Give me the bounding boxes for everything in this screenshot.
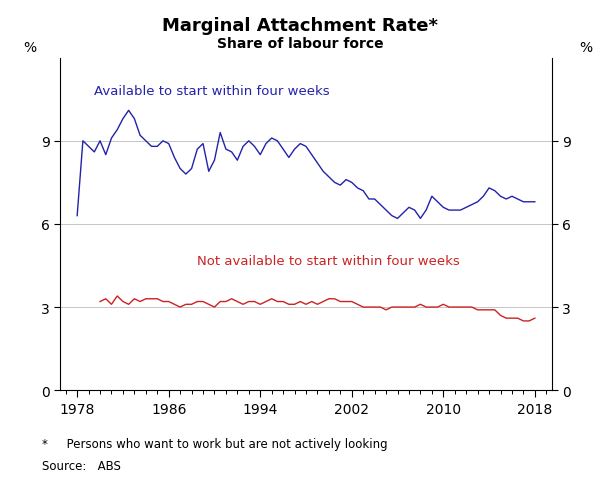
Text: %: % [23,41,36,55]
Text: *     Persons who want to work but are not actively looking: * Persons who want to work but are not a… [42,437,388,450]
Text: Not available to start within four weeks: Not available to start within four weeks [197,255,460,267]
Text: Share of labour force: Share of labour force [217,37,383,51]
Text: %: % [579,41,592,55]
Text: Marginal Attachment Rate*: Marginal Attachment Rate* [162,17,438,35]
Text: Source:   ABS: Source: ABS [42,459,121,472]
Text: Available to start within four weeks: Available to start within four weeks [94,84,330,98]
